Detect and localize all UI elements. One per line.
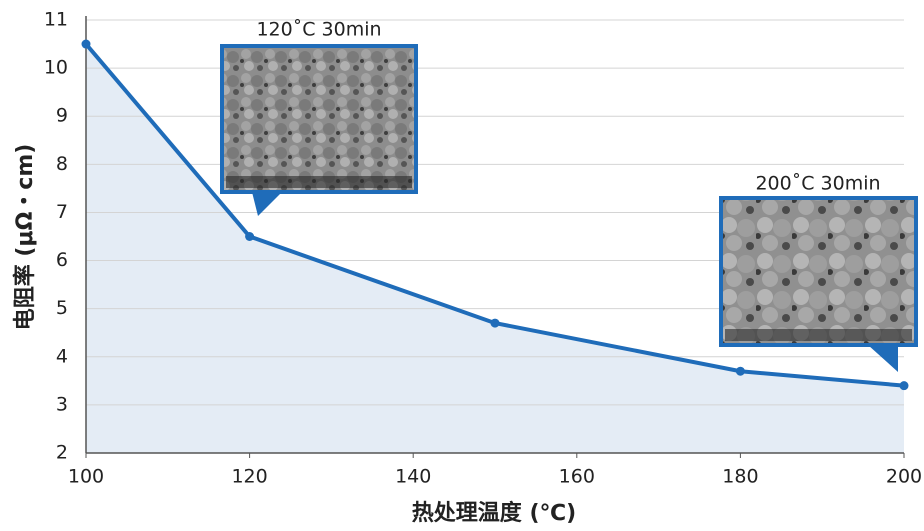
x-tick-label: 160 [559, 466, 595, 488]
y-tick-label: 3 [56, 393, 68, 415]
point [81, 39, 91, 49]
x-tick-label: 180 [722, 466, 758, 488]
x-tick-label: 140 [395, 466, 431, 488]
y-tick-label: 5 [56, 297, 68, 319]
y-tick-label: 9 [56, 105, 68, 127]
point [899, 381, 909, 391]
y-tick-label: 10 [44, 57, 68, 79]
y-tick-label: 7 [56, 201, 68, 223]
y-tick-label: 6 [56, 249, 68, 271]
sem-info-bar [725, 329, 912, 341]
annotation: 200˚C 30min [755, 173, 880, 195]
y-axis-title: 电阻率 (μΩ・cm) [12, 144, 38, 331]
area [86, 44, 904, 454]
callout-pointer [252, 192, 282, 216]
x-axis-title: 热处理温度 (℃) [412, 500, 576, 526]
y-tick-label: 2 [56, 442, 68, 464]
point [245, 232, 255, 241]
y-tick-label: 4 [56, 345, 68, 367]
y-tick-label: 8 [56, 153, 68, 175]
sem-info-bar [226, 176, 412, 188]
x-tick-label: 120 [231, 466, 267, 488]
y-tick-label: 11 [44, 9, 68, 31]
annotation: 120˚C 30min [256, 19, 381, 41]
point [490, 318, 500, 328]
point [735, 366, 745, 376]
callout-pointer [868, 345, 898, 372]
sem-image [719, 196, 918, 347]
x-tick-label: 200 [886, 466, 922, 488]
x-tick-label: 100 [68, 466, 104, 488]
sem-image [220, 44, 418, 194]
